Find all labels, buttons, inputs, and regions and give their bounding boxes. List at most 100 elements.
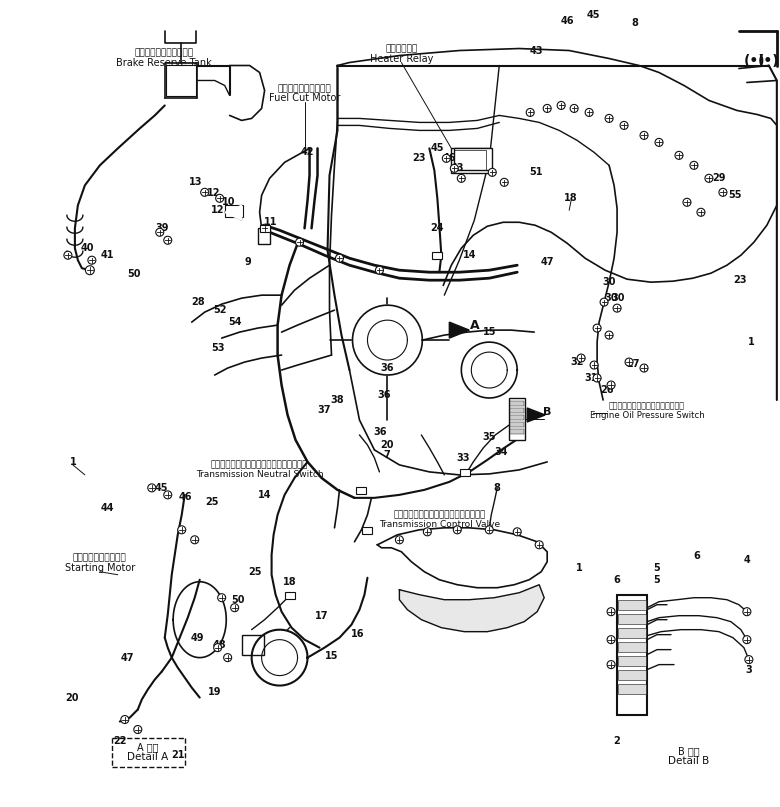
Circle shape [164, 236, 172, 245]
Circle shape [719, 188, 727, 196]
Text: 7: 7 [383, 450, 390, 460]
Circle shape [743, 636, 751, 644]
Text: トランスミッションニュートラルスイッチ: トランスミッションニュートラルスイッチ [211, 461, 308, 470]
Circle shape [147, 484, 156, 492]
Circle shape [745, 655, 753, 663]
Circle shape [655, 138, 663, 146]
Polygon shape [378, 528, 548, 587]
Text: 8: 8 [632, 18, 639, 27]
Text: 25: 25 [248, 567, 261, 577]
Circle shape [640, 132, 648, 140]
Circle shape [335, 254, 343, 262]
Text: 55: 55 [729, 190, 742, 200]
Bar [618, 670, 646, 679]
Circle shape [640, 364, 648, 372]
Circle shape [557, 102, 566, 110]
Text: 40: 40 [81, 243, 94, 253]
Bar [225, 205, 243, 217]
Text: 54: 54 [228, 317, 241, 327]
Bar [617, 595, 647, 714]
Text: 10: 10 [222, 197, 236, 207]
Text: 17: 17 [315, 611, 328, 621]
Text: 16: 16 [351, 629, 364, 638]
Text: Detail B: Detail B [668, 756, 710, 767]
Circle shape [216, 194, 224, 203]
Bar [260, 225, 270, 232]
Circle shape [164, 491, 172, 499]
Bar [432, 253, 442, 259]
Text: 5: 5 [654, 562, 661, 573]
Circle shape [593, 374, 601, 382]
Text: 50: 50 [231, 595, 244, 604]
Text: Brake Reserve Tank: Brake Reserve Tank [116, 57, 211, 68]
Text: 20: 20 [66, 692, 79, 703]
Text: B: B [543, 407, 551, 417]
Text: 41: 41 [101, 250, 115, 260]
Polygon shape [225, 205, 242, 220]
Text: A: A [470, 319, 479, 332]
Bar [452, 148, 489, 174]
Text: 49: 49 [191, 633, 204, 642]
Text: 31: 31 [584, 373, 597, 383]
Text: 12: 12 [211, 205, 225, 215]
Text: 22: 22 [113, 737, 126, 746]
Circle shape [296, 238, 303, 246]
Bar [510, 422, 524, 427]
Bar [510, 415, 524, 420]
Text: 8: 8 [494, 483, 501, 493]
Text: 42: 42 [301, 148, 314, 157]
Text: 18: 18 [565, 194, 578, 203]
Circle shape [675, 152, 683, 159]
Circle shape [214, 644, 222, 651]
Bar [166, 65, 196, 97]
Circle shape [585, 108, 593, 116]
Text: 47: 47 [121, 653, 135, 663]
Polygon shape [461, 342, 517, 398]
Text: フェエルカットモータ: フェエルカットモータ [278, 84, 332, 93]
Circle shape [231, 604, 239, 612]
Circle shape [261, 224, 268, 232]
Text: 45: 45 [431, 144, 444, 153]
Polygon shape [353, 305, 422, 375]
Circle shape [191, 536, 199, 544]
Text: 15: 15 [483, 327, 496, 337]
Text: 27: 27 [626, 359, 640, 369]
Text: 11: 11 [264, 217, 278, 228]
Text: ブレーキリザーブタンク: ブレーキリザーブタンク [134, 48, 193, 57]
Circle shape [543, 104, 551, 112]
Text: 46: 46 [179, 491, 193, 502]
Text: 43: 43 [530, 45, 543, 56]
Text: 3: 3 [746, 665, 752, 675]
Polygon shape [252, 629, 307, 686]
Polygon shape [449, 322, 470, 338]
Circle shape [500, 178, 509, 186]
Text: 15: 15 [324, 650, 339, 661]
Text: 45: 45 [155, 483, 168, 493]
Text: ヒータリレー: ヒータリレー [385, 44, 417, 53]
Text: Heater Relay: Heater Relay [370, 53, 433, 64]
Text: 45: 45 [587, 10, 600, 19]
Text: 19: 19 [208, 687, 222, 696]
Text: Starting Motor: Starting Motor [65, 562, 135, 573]
Circle shape [607, 661, 615, 669]
Circle shape [218, 594, 225, 602]
Bar [242, 634, 264, 654]
Circle shape [424, 528, 431, 536]
Circle shape [178, 526, 186, 533]
Bar [510, 408, 524, 413]
Circle shape [613, 304, 621, 312]
Text: 50: 50 [127, 270, 140, 279]
Circle shape [85, 266, 94, 274]
Text: 21: 21 [171, 751, 185, 760]
Text: 39: 39 [155, 224, 168, 233]
Circle shape [570, 104, 578, 112]
Circle shape [535, 541, 543, 549]
Text: 1: 1 [747, 337, 754, 347]
Text: 1: 1 [576, 562, 583, 573]
Text: 48: 48 [213, 640, 226, 650]
Text: 2: 2 [614, 737, 620, 746]
Circle shape [485, 526, 493, 533]
Text: Transmission Control Valve: Transmission Control Valve [379, 521, 500, 529]
Polygon shape [338, 48, 777, 285]
Circle shape [224, 654, 232, 662]
